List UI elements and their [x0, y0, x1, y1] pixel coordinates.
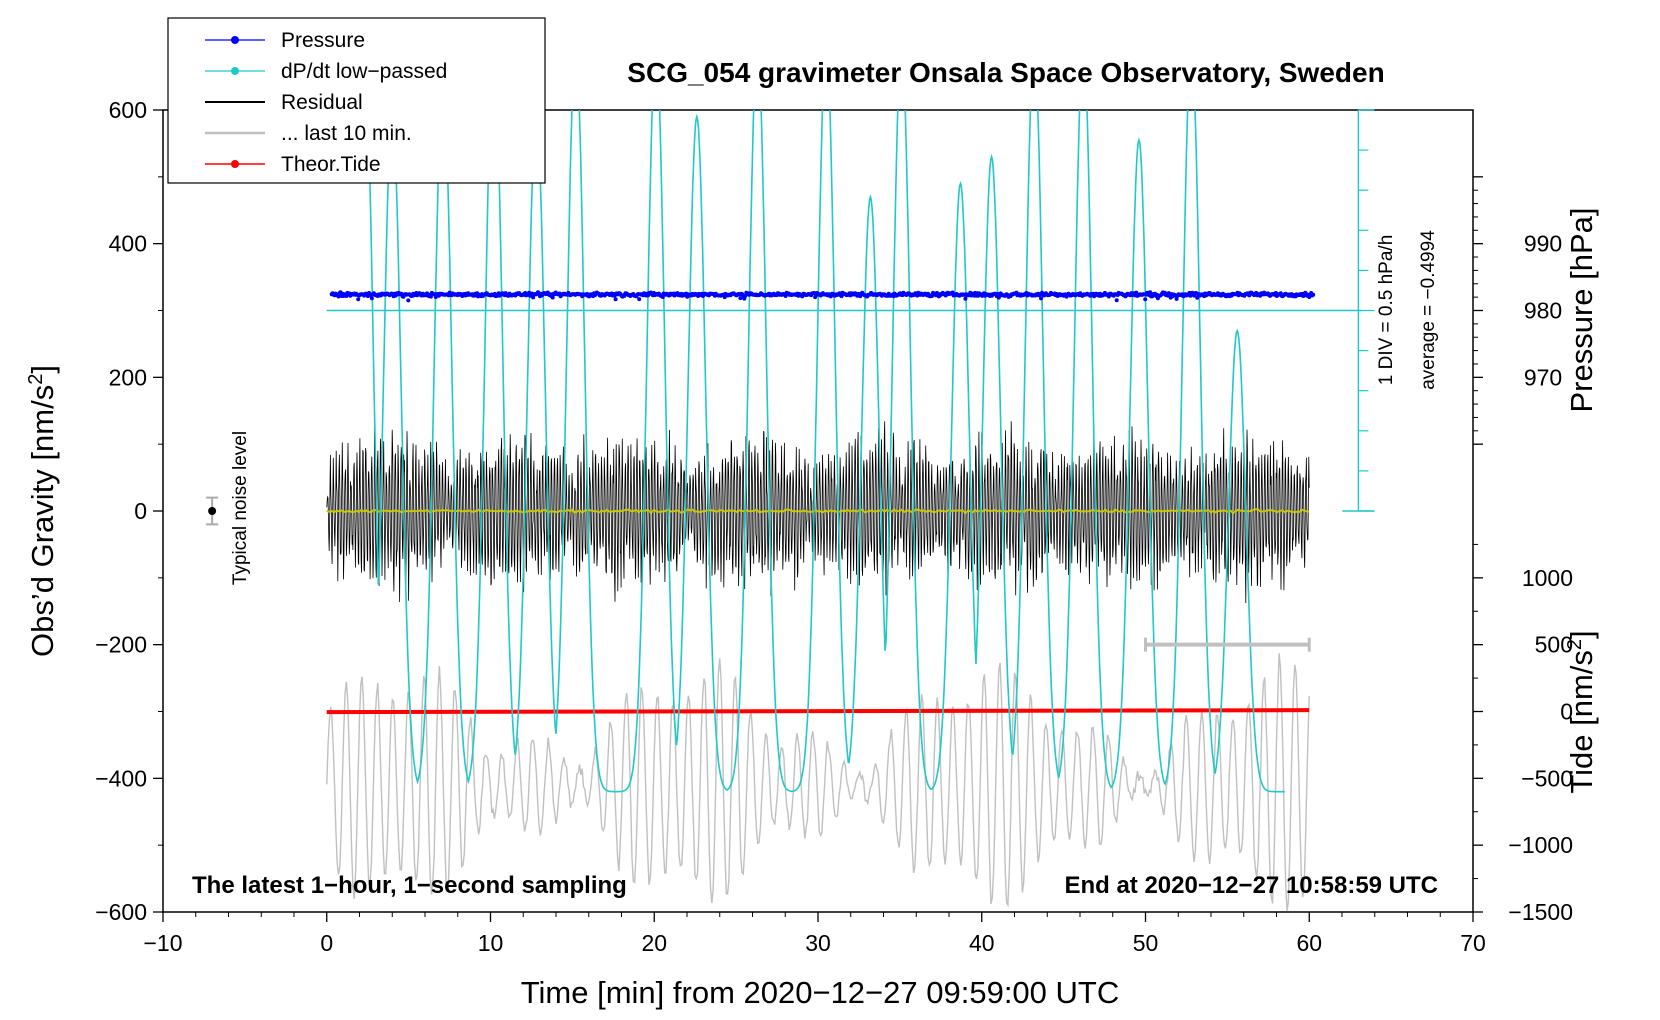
annotation-latest-hour: The latest 1−hour, 1−second sampling	[192, 872, 627, 899]
noise-marker	[206, 496, 219, 526]
legend-label: Pressure	[281, 29, 365, 52]
plot-area	[162, 109, 1474, 913]
y-axis-tide-label: Tide [nm/s2]	[1564, 630, 1599, 793]
residual-series	[326, 412, 1310, 604]
y-left-tick-label: 400	[109, 231, 147, 257]
pressure-point	[1311, 292, 1316, 297]
x-tick-label: 0	[320, 930, 333, 956]
x-tick-label: 60	[1296, 930, 1322, 956]
residual-line	[326, 412, 1310, 604]
legend-label: Residual	[281, 91, 363, 114]
pressure-point	[1195, 295, 1200, 300]
annotation-end-time: End at 2020−12−27 10:58:59 UTC	[1064, 872, 1438, 899]
y-tide-tick-label: 1000	[1522, 565, 1573, 591]
dpdt-series	[326, 110, 1362, 793]
y-left-tick-label: 600	[109, 97, 147, 123]
y-left-tick-label: −600	[95, 899, 147, 925]
chart-title: SCG_054 gravimeter Onsala Space Observat…	[627, 57, 1384, 88]
x-tick-label: 10	[478, 930, 504, 956]
pressure-point	[1148, 290, 1153, 295]
noise-point	[208, 507, 217, 515]
y-tide-tick-label: −1000	[1508, 832, 1573, 858]
x-tick-label: 40	[969, 930, 995, 956]
x-tick-label: 20	[641, 930, 667, 956]
legend-box	[167, 17, 546, 184]
last10-time-bar	[1144, 637, 1311, 652]
pressure-point	[1174, 296, 1179, 301]
pressure-point	[1143, 297, 1148, 302]
axes: −10 0 10 20 30 40 50 60 70 −600 −400 −200 0 200 400 600…	[95, 97, 1573, 956]
x-tick-label: 50	[1133, 930, 1159, 956]
pressure-point	[550, 295, 555, 300]
legend-marker	[231, 36, 239, 44]
legend-label: Theor.Tide	[281, 153, 381, 176]
y-tide-tick-label: −1500	[1508, 899, 1573, 925]
pressure-series	[329, 290, 1316, 303]
y-left-tick-label: −400	[95, 765, 147, 791]
pressure-point	[613, 297, 618, 302]
dpdt-scale-ruler	[1342, 109, 1375, 512]
legend-marker	[231, 160, 239, 168]
dpdt-average-label: average = −0.4994	[1418, 230, 1439, 390]
y-axis-left-label-main: Obs’d Gravity [nm/s	[25, 385, 60, 657]
legend-label: dP/dt low−passed	[281, 60, 447, 83]
last10-series	[326, 653, 1310, 912]
x-tick-label: 30	[805, 930, 831, 956]
tide-line	[326, 708, 1310, 715]
dpdt-scale-label: 1 DIV = 0.5 hPa/h	[1376, 235, 1397, 386]
y-tide-tick-label: 500	[1535, 632, 1573, 658]
y-tide-tick-label: −500	[1521, 765, 1573, 791]
smoothed-residual-series	[326, 508, 1310, 515]
y-left-tick-label: 0	[134, 498, 147, 524]
x-axis-label: Time [min] from 2020−12−27 09:59:00 UTC	[521, 975, 1120, 1010]
pressure-point	[996, 295, 1001, 300]
tide-series	[326, 708, 1310, 715]
y-axis-pressure-label: Pressure [hPa]	[1564, 207, 1599, 412]
legend-label: ... last 10 min.	[281, 122, 412, 145]
y-axis-left-label: Obs’d Gravity [nm/s2]	[25, 365, 60, 657]
pressure-point	[336, 294, 341, 299]
y-left-tick-label: 200	[109, 364, 147, 390]
legend-marker	[231, 67, 239, 75]
y-pressure-tick-label: 970	[1524, 364, 1562, 390]
dpdt-line	[358, 110, 1285, 793]
pressure-point	[356, 297, 361, 302]
y-axis-tide-label-end: ]	[1564, 630, 1599, 639]
y-axis-left-label-sup: 2	[25, 374, 47, 385]
legend: Pressure dP/dt low−passed Residual ... last…	[167, 17, 546, 184]
y-axis-tide-label-main: Tide [nm/s	[1564, 650, 1599, 794]
x-tick-label: 70	[1460, 930, 1486, 956]
pressure-point	[738, 296, 743, 301]
y-axis-tide-label-sup: 2	[1564, 639, 1586, 650]
y-axis-left-label-end: ]	[25, 365, 60, 374]
pressure-point	[1114, 298, 1119, 303]
y-pressure-tick-label: 990	[1524, 231, 1562, 257]
smoothed-residual-line	[326, 508, 1310, 515]
x-tick-label: −10	[143, 930, 182, 956]
y-tide-tick-label: 0	[1560, 699, 1573, 725]
y-left-tick-label: −200	[95, 632, 147, 658]
y-pressure-tick-label: 980	[1524, 298, 1562, 324]
pressure-point	[1039, 296, 1043, 301]
noise-level-label: Typical noise level	[230, 431, 251, 585]
last10-line	[326, 653, 1310, 912]
pressure-point	[406, 298, 411, 303]
pressure-point	[369, 296, 374, 301]
pressure-point	[963, 296, 968, 301]
pressure-point	[637, 297, 642, 302]
